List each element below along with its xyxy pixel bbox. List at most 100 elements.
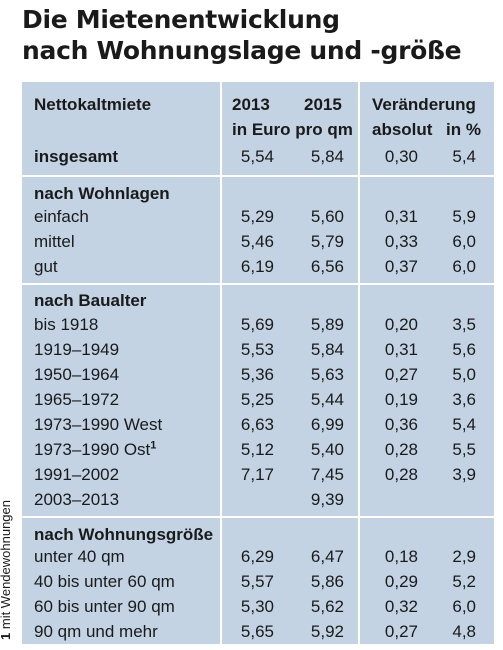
table-row: 40 bis unter 60 qm 5,57 5,86 0,29 5,2 bbox=[22, 569, 494, 594]
page-title: Die Mietenentwicklung nach Wohnungslage … bbox=[22, 4, 492, 66]
row-label-text: 1973–1990 Ost bbox=[34, 440, 151, 459]
row-abs: 0,28 bbox=[384, 440, 418, 459]
row-abs: 0,18 bbox=[384, 547, 418, 566]
header-row: Nettokaltmiete 2013 2015 Veränderung bbox=[22, 92, 494, 117]
row-2013: 7,17 bbox=[240, 465, 274, 484]
title-line-2: nach Wohnungslage und -größe bbox=[22, 36, 462, 65]
header-year-2015: 2015 bbox=[304, 95, 342, 114]
row-pct: 5,2 bbox=[452, 572, 476, 591]
row-label: unter 40 qm bbox=[34, 547, 125, 566]
row-abs: 0,33 bbox=[384, 232, 418, 251]
table-row: 1973–1990 West 6,63 6,99 0,36 5,4 bbox=[22, 412, 494, 437]
row-2013: 5,36 bbox=[240, 365, 274, 384]
row-abs: 0,32 bbox=[384, 597, 418, 616]
header-row-2: in Euro pro qm absolut in % bbox=[22, 117, 494, 142]
footnote-text: mit Wendewohnungen bbox=[0, 500, 13, 630]
row-abs: 0,19 bbox=[384, 390, 418, 409]
row-2013: 5,30 bbox=[240, 597, 274, 616]
row-pct: 2,9 bbox=[452, 547, 476, 566]
row-2013: 5,46 bbox=[240, 232, 274, 251]
section-heading: nach Wohnungsgröße bbox=[22, 522, 494, 547]
table-row: gut 6,19 6,56 0,37 6,0 bbox=[22, 254, 494, 279]
title-line-1: Die Mietenentwicklung bbox=[22, 5, 340, 34]
header-abs: absolut bbox=[372, 120, 433, 139]
section-separator bbox=[22, 516, 494, 518]
row-pct: 5,0 bbox=[452, 365, 476, 384]
row-2015: 6,99 bbox=[310, 415, 344, 434]
row-abs: 0,20 bbox=[384, 315, 418, 334]
row-label: 1965–1972 bbox=[34, 390, 120, 409]
row-2015: 9,39 bbox=[310, 490, 344, 509]
footnote: 1 mit Wendewohnungen bbox=[0, 500, 13, 640]
section-heading-label: nach Wohnungsgröße bbox=[34, 525, 214, 544]
table-row: 1950–1964 5,36 5,63 0,27 5,0 bbox=[22, 362, 494, 387]
row-abs: 0,31 bbox=[384, 207, 418, 226]
total-abs: 0,30 bbox=[384, 147, 418, 166]
row-2015: 5,79 bbox=[310, 232, 344, 251]
total-2013: 5,54 bbox=[240, 147, 274, 166]
row-2013: 5,25 bbox=[240, 390, 274, 409]
row-2015: 5,84 bbox=[310, 340, 344, 359]
row-abs: 0,29 bbox=[384, 572, 418, 591]
row-pct: 3,5 bbox=[452, 315, 476, 334]
table-row: 90 qm und mehr 5,65 5,92 0,27 4,8 bbox=[22, 619, 494, 644]
row-pct: 6,0 bbox=[452, 232, 476, 251]
table-row: 2003–2013 9,39 bbox=[22, 487, 494, 512]
row-pct: 6,0 bbox=[452, 257, 476, 276]
row-abs: 0,27 bbox=[384, 622, 418, 641]
row-pct: 5,9 bbox=[452, 207, 476, 226]
row-label: 40 bis unter 60 qm bbox=[34, 572, 175, 591]
rent-table: Nettokaltmiete 2013 2015 Veränderung in … bbox=[22, 82, 494, 644]
row-pct: 3,6 bbox=[452, 390, 476, 409]
row-2013: 6,63 bbox=[240, 415, 274, 434]
column-separator bbox=[358, 82, 360, 644]
row-2013: 6,19 bbox=[240, 257, 274, 276]
total-row: insgesamt 5,54 5,84 0,30 5,4 bbox=[22, 144, 494, 169]
row-2015: 5,62 bbox=[310, 597, 344, 616]
row-label: 1973–1990 Ost1 bbox=[34, 437, 156, 462]
table-row: einfach 5,29 5,60 0,31 5,9 bbox=[22, 204, 494, 229]
row-2013: 5,57 bbox=[240, 572, 274, 591]
row-2015: 6,47 bbox=[310, 547, 344, 566]
row-label: 2003–2013 bbox=[34, 490, 120, 509]
table-row: bis 1918 5,69 5,89 0,20 3,5 bbox=[22, 312, 494, 337]
header-label: Nettokaltmiete bbox=[34, 95, 152, 114]
section-separator bbox=[22, 283, 494, 285]
row-2015: 5,60 bbox=[310, 207, 344, 226]
total-pct: 5,4 bbox=[452, 147, 476, 166]
row-pct: 5,6 bbox=[452, 340, 476, 359]
row-label: gut bbox=[34, 257, 58, 276]
row-label: bis 1918 bbox=[34, 315, 99, 334]
row-2015: 5,63 bbox=[310, 365, 344, 384]
row-label: 90 qm und mehr bbox=[34, 622, 158, 641]
row-2015: 5,89 bbox=[310, 315, 344, 334]
row-label: 1991–2002 bbox=[34, 465, 120, 484]
column-separator bbox=[220, 82, 222, 644]
row-label: einfach bbox=[34, 207, 89, 226]
row-label: mittel bbox=[34, 232, 75, 251]
table-row: 1973–1990 Ost1 5,12 5,40 0,28 5,5 bbox=[22, 437, 494, 462]
row-2015: 5,44 bbox=[310, 390, 344, 409]
table-row: unter 40 qm 6,29 6,47 0,18 2,9 bbox=[22, 544, 494, 569]
row-pct: 3,9 bbox=[452, 465, 476, 484]
table-row: 1919–1949 5,53 5,84 0,31 5,6 bbox=[22, 337, 494, 362]
row-abs: 0,37 bbox=[384, 257, 418, 276]
section-heading-label: nach Wohnlagen bbox=[34, 184, 170, 203]
row-label: 60 bis unter 90 qm bbox=[34, 597, 175, 616]
row-2015: 5,40 bbox=[310, 440, 344, 459]
table-row: 1965–1972 5,25 5,44 0,19 3,6 bbox=[22, 387, 494, 412]
row-pct: 6,0 bbox=[452, 597, 476, 616]
section-heading: nach Wohnlagen bbox=[22, 181, 494, 206]
row-2013: 5,69 bbox=[240, 315, 274, 334]
row-label: 1950–1964 bbox=[34, 365, 120, 384]
header-year-2013: 2013 bbox=[232, 95, 270, 114]
row-2013: 5,65 bbox=[240, 622, 274, 641]
row-abs: 0,31 bbox=[384, 340, 418, 359]
row-abs: 0,28 bbox=[384, 465, 418, 484]
table-row: mittel 5,46 5,79 0,33 6,0 bbox=[22, 229, 494, 254]
row-2013: 5,53 bbox=[240, 340, 274, 359]
section-separator bbox=[22, 175, 494, 177]
row-2015: 7,45 bbox=[310, 465, 344, 484]
header-unit: in Euro pro qm bbox=[232, 120, 353, 139]
footnote-marker: 1 bbox=[150, 439, 157, 452]
